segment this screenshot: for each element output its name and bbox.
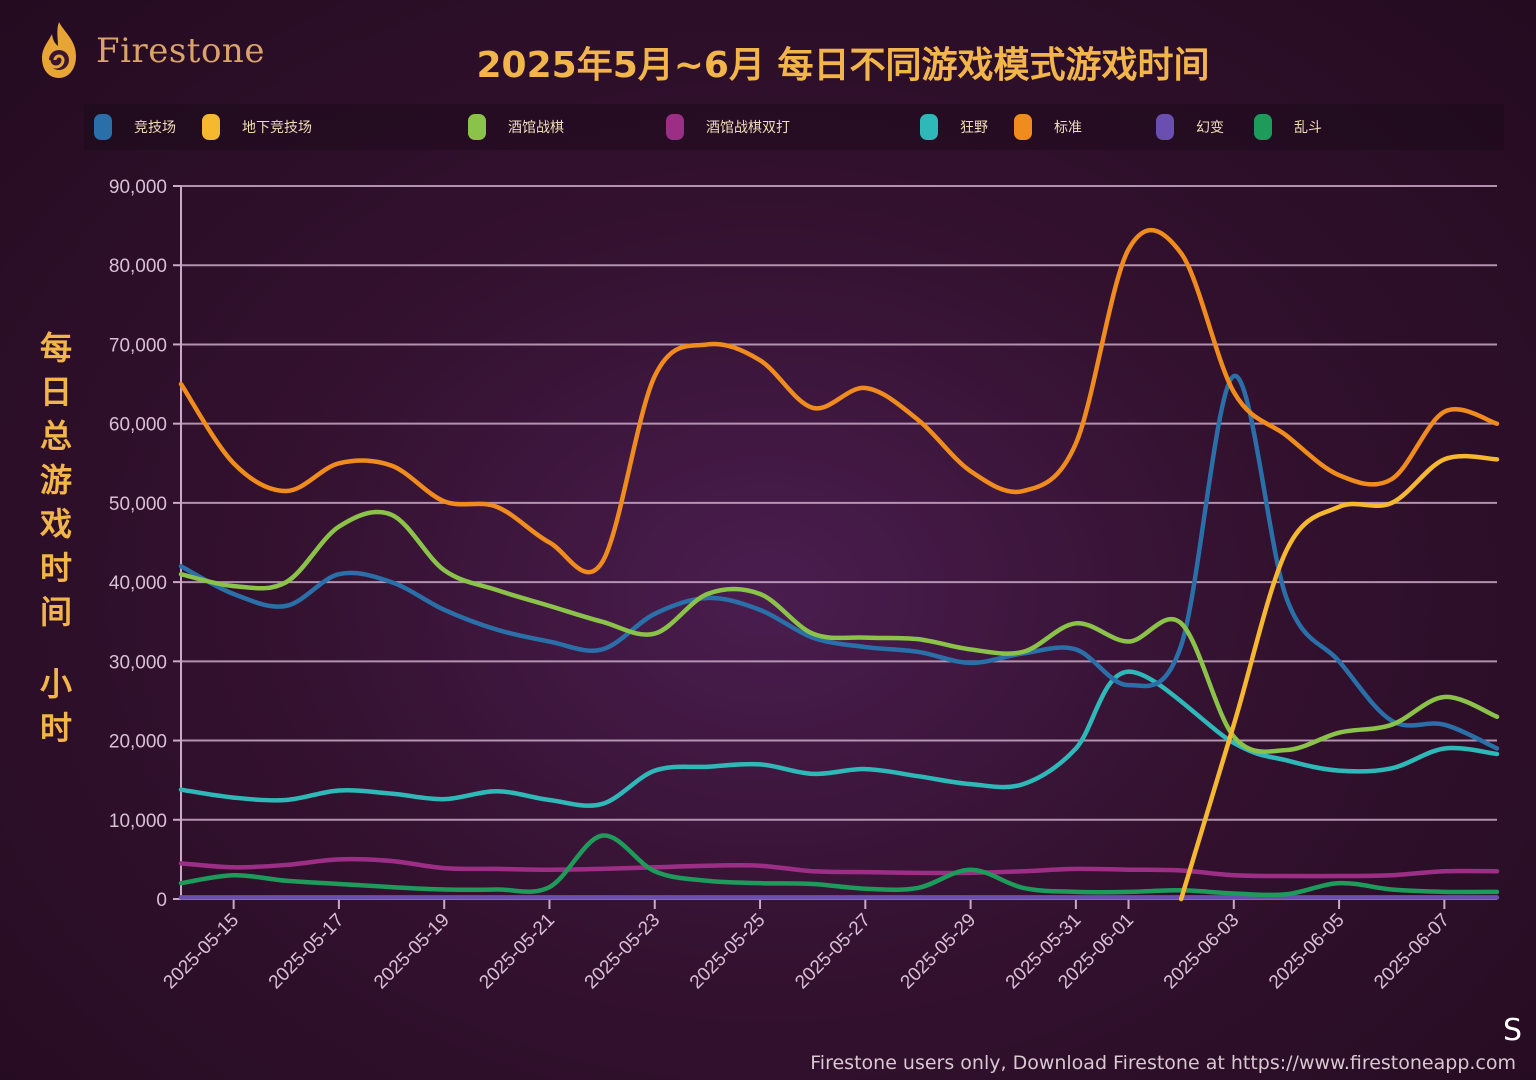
- legend-item[interactable]: 狂野: [920, 114, 988, 140]
- series-line: [178, 669, 1500, 808]
- legend-label: 标准: [1054, 120, 1082, 136]
- y-tick-label: 80,000: [109, 256, 167, 277]
- x-tick-label: 2025-05-17: [265, 910, 349, 994]
- y-axis-unit-char: 小: [39, 665, 72, 703]
- legend-label: 酒馆战棋: [508, 120, 564, 136]
- x-tick-label: 2025-06-03: [1160, 910, 1244, 994]
- y-tick-label: 50,000: [109, 494, 167, 515]
- y-axis-label-char: 戏: [39, 505, 72, 543]
- y-axis-label-char: 总: [39, 417, 72, 455]
- y-tick-label: 10,000: [109, 811, 167, 832]
- y-tick-label: 20,000: [109, 732, 167, 753]
- x-tick-label: 2025-05-19: [370, 910, 454, 994]
- y-tick-label: 40,000: [109, 573, 167, 594]
- x-tick-label: 2025-06-07: [1370, 910, 1454, 994]
- legend-item[interactable]: 幻变: [1156, 114, 1224, 140]
- y-axis-label: 每日总游戏时间小时: [36, 326, 76, 750]
- chart-title: 2025年5月~6月 每日不同游戏模式游戏时间: [476, 45, 1210, 86]
- legend-swatch: [1254, 114, 1272, 140]
- footer-note: Firestone users only, Download Firestone…: [810, 1052, 1516, 1074]
- y-tick-label: 0: [156, 890, 167, 911]
- legend-swatch: [920, 114, 938, 140]
- series-line: [178, 373, 1500, 751]
- x-tick-label: 2025-05-15: [160, 910, 244, 994]
- corner-mark: S: [1502, 1013, 1522, 1048]
- legend-label: 酒馆战棋双打: [706, 120, 790, 136]
- series-line: [178, 227, 1500, 575]
- y-tick-label: 70,000: [109, 335, 167, 356]
- legend-label: 地下竞技场: [242, 120, 312, 136]
- legend-label: 乱斗: [1294, 120, 1322, 136]
- y-tick-label: 90,000: [109, 177, 167, 198]
- y-axis-label-char: 日: [39, 373, 72, 411]
- series-line: [178, 833, 1500, 898]
- brand-logo: Firestone: [36, 20, 265, 82]
- x-tick-label: 2025-06-05: [1265, 910, 1349, 994]
- y-axis-label-char: 间: [39, 593, 72, 631]
- series-line: [1178, 453, 1500, 902]
- legend-swatch: [202, 114, 220, 140]
- legend-item[interactable]: 乱斗: [1254, 114, 1322, 140]
- legend-swatch: [1014, 114, 1032, 140]
- x-tick-label: 2025-05-27: [791, 910, 875, 994]
- legend-item[interactable]: 酒馆战棋: [468, 114, 564, 140]
- y-axis-unit-char: 时: [39, 709, 72, 747]
- x-tick-label: 2025-05-23: [581, 910, 665, 994]
- legend-swatch: [666, 114, 684, 140]
- y-axis-label-char: 时: [39, 549, 72, 587]
- x-tick-label: 2025-05-29: [897, 910, 981, 994]
- legend-swatch: [94, 114, 112, 140]
- x-tick-label: 2025-05-21: [475, 910, 559, 994]
- y-axis-label-char: 每: [39, 329, 72, 367]
- legend-item[interactable]: 地下竞技场: [202, 114, 312, 140]
- brand-name: Firestone: [96, 31, 265, 71]
- y-axis-label-char: 游: [39, 461, 72, 499]
- x-tick-label: 2025-05-25: [686, 910, 770, 994]
- legend-item[interactable]: 标准: [1014, 114, 1082, 140]
- chart-legend: 竞技场 地下竞技场 酒馆战棋 酒馆战棋双打 狂野 标准 幻变 乱斗: [84, 104, 1504, 150]
- y-tick-label: 60,000: [109, 415, 167, 436]
- y-tick-label: 30,000: [109, 652, 167, 673]
- legend-item[interactable]: 酒馆战棋双打: [666, 114, 790, 140]
- legend-swatch: [468, 114, 486, 140]
- legend-label: 幻变: [1196, 120, 1224, 136]
- legend-swatch: [1156, 114, 1174, 140]
- legend-label: 狂野: [960, 120, 988, 136]
- series-line: [178, 856, 1500, 879]
- series-line: [178, 509, 1500, 754]
- legend-item[interactable]: 竞技场: [94, 114, 176, 140]
- legend-label: 竞技场: [134, 120, 176, 136]
- flame-icon: [42, 22, 76, 78]
